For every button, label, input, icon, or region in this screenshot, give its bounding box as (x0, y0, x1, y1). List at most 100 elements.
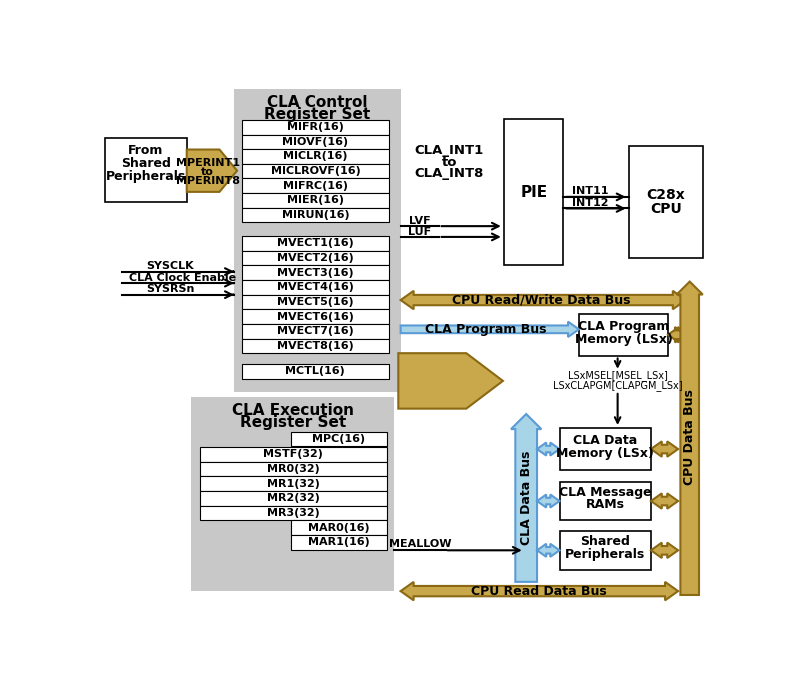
Text: MVECT4(16): MVECT4(16) (277, 283, 354, 292)
Bar (242, 236, 389, 251)
Bar (560, 482, 651, 520)
Bar (200, 462, 386, 476)
Text: CLA_INT8: CLA_INT8 (415, 167, 484, 180)
Bar (579, 314, 668, 355)
Polygon shape (187, 149, 237, 192)
Text: MCTL(16): MCTL(16) (286, 366, 345, 377)
Text: CLA Program Bus: CLA Program Bus (425, 323, 547, 336)
Bar (234, 89, 401, 392)
Bar (191, 397, 394, 591)
Text: C28x: C28x (647, 188, 685, 202)
Text: LSxMSEL[MSEL_LSx]: LSxMSEL[MSEL_LSx] (567, 370, 667, 381)
Polygon shape (398, 353, 503, 408)
Bar (242, 120, 389, 135)
Text: MPERINT8: MPERINT8 (176, 176, 240, 187)
Text: MPERINT1: MPERINT1 (176, 158, 240, 168)
Text: CLA Data: CLA Data (573, 434, 637, 446)
Text: MVECT2(16): MVECT2(16) (277, 253, 353, 263)
Text: CPU: CPU (650, 202, 682, 216)
Text: MR1(32): MR1(32) (267, 479, 320, 489)
Bar (242, 280, 389, 294)
Bar (290, 520, 387, 535)
Text: Shared: Shared (120, 158, 171, 170)
Text: MR0(32): MR0(32) (267, 464, 320, 474)
Text: LSxCLAPGM[CLAPGM_LSx]: LSxCLAPGM[CLAPGM_LSx] (552, 380, 682, 391)
Bar (290, 535, 387, 549)
Text: MICLROVF(16): MICLROVF(16) (271, 166, 360, 176)
Bar (630, 146, 703, 258)
Text: CLA Program: CLA Program (578, 320, 669, 333)
Text: MAR0(16): MAR0(16) (309, 522, 370, 533)
Polygon shape (651, 442, 678, 457)
Text: MR2(32): MR2(32) (267, 493, 320, 503)
Text: LUF: LUF (408, 227, 431, 236)
Polygon shape (651, 542, 678, 558)
Text: to: to (201, 167, 214, 177)
Text: MR3(32): MR3(32) (267, 508, 320, 518)
Polygon shape (651, 493, 678, 509)
Text: Memory (LSx): Memory (LSx) (575, 333, 672, 346)
Text: CLA_INT1: CLA_INT1 (415, 144, 484, 157)
Bar (242, 164, 389, 178)
Text: Peripherals: Peripherals (565, 548, 645, 560)
Text: PIE: PIE (520, 184, 548, 200)
Text: RAMs: RAMs (586, 498, 625, 511)
Polygon shape (677, 281, 703, 595)
Bar (242, 265, 389, 280)
Bar (242, 149, 389, 164)
Text: CLA Clock Enable: CLA Clock Enable (129, 273, 237, 283)
Polygon shape (537, 544, 560, 557)
Text: MVECT5(16): MVECT5(16) (277, 297, 353, 307)
Text: INT11: INT11 (572, 187, 609, 196)
Bar (200, 476, 386, 491)
Text: MIFRC(16): MIFRC(16) (283, 181, 348, 191)
Text: CLA Control: CLA Control (267, 95, 368, 110)
Polygon shape (537, 495, 560, 508)
Bar (242, 364, 389, 379)
Bar (242, 324, 389, 339)
Text: MVECT8(16): MVECT8(16) (277, 341, 353, 351)
Text: SYSCLK: SYSCLK (146, 261, 194, 271)
Text: Shared: Shared (580, 536, 630, 549)
Text: INT12: INT12 (572, 198, 609, 208)
Text: CLA Data Bus: CLA Data Bus (519, 451, 533, 545)
Text: Register Set: Register Set (240, 415, 346, 430)
Text: MVECT3(16): MVECT3(16) (277, 267, 353, 278)
Text: Memory (LSx): Memory (LSx) (556, 447, 654, 460)
Text: MAR1(16): MAR1(16) (309, 537, 370, 547)
Text: MPC(16): MPC(16) (312, 434, 366, 444)
Bar (242, 178, 389, 193)
Polygon shape (401, 321, 579, 337)
Text: From: From (128, 144, 164, 157)
Text: to: to (442, 155, 457, 169)
Bar (105, 138, 187, 202)
Text: MIER(16): MIER(16) (287, 196, 344, 205)
Text: SYSRSn: SYSRSn (146, 284, 195, 294)
Bar (242, 135, 389, 149)
Bar (560, 428, 651, 471)
Bar (200, 506, 386, 520)
Polygon shape (401, 291, 685, 310)
Bar (290, 432, 387, 446)
Bar (242, 339, 389, 353)
Polygon shape (668, 327, 685, 343)
Polygon shape (401, 582, 678, 600)
Text: CPU Data Bus: CPU Data Bus (683, 389, 696, 485)
Text: MVECT6(16): MVECT6(16) (277, 312, 354, 321)
Bar (242, 294, 389, 310)
Text: LVF: LVF (409, 216, 430, 226)
Bar (242, 310, 389, 324)
Bar (242, 251, 389, 265)
Bar (200, 447, 386, 462)
Text: MVECT7(16): MVECT7(16) (277, 326, 353, 337)
Text: CLA Execution: CLA Execution (232, 403, 354, 417)
Text: MICLR(16): MICLR(16) (283, 151, 348, 162)
Polygon shape (511, 414, 541, 582)
Text: MIFR(16): MIFR(16) (287, 122, 344, 132)
Bar (560, 531, 651, 569)
Text: Register Set: Register Set (264, 107, 371, 122)
Bar (242, 193, 389, 208)
Bar (242, 208, 389, 223)
Text: MIRUN(16): MIRUN(16) (282, 210, 349, 220)
Text: CPU Read Data Bus: CPU Read Data Bus (471, 585, 607, 598)
